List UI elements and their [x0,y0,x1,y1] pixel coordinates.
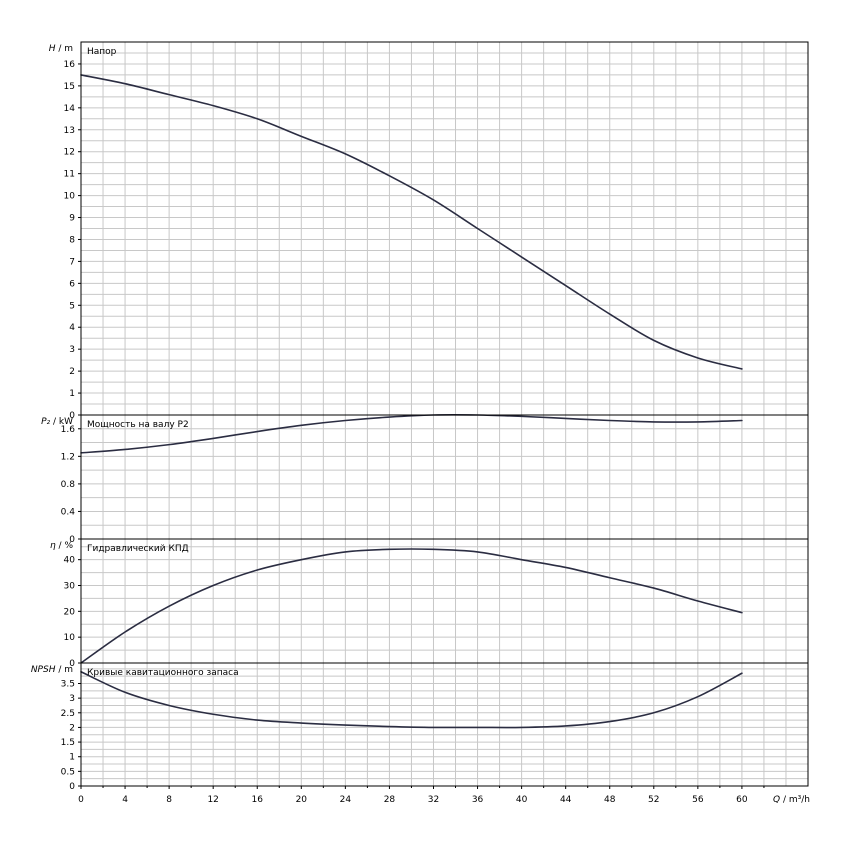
panel-title: Мощность на валу P2 [87,420,189,430]
x-tick-label: 0 [78,795,84,805]
y-tick-label: 30 [64,582,76,592]
y-tick-label: 2.5 [61,709,75,719]
x-tick-label: 16 [252,795,264,805]
y-axis-unit: / m [55,665,73,675]
x-tick-label: 32 [428,795,439,805]
head-curve [80,74,743,370]
npsh-curve [80,670,743,729]
y-axis-unit: / kW [50,417,73,427]
y-tick-label: 40 [64,556,76,566]
x-tick-label: 8 [166,795,172,805]
y-tick-label: 1.5 [61,738,75,748]
y-axis-symbol: P₂ [41,417,50,427]
x-tick-label: 12 [207,795,218,805]
y-tick-label: 3 [69,345,75,355]
y-tick-label: 2 [69,723,75,733]
y-tick-label: 1.6 [61,425,76,435]
y-tick-label: 9 [69,214,75,224]
y-axis-unit: / % [56,541,74,551]
y-tick-label: 0 [69,782,75,792]
x-tick-label: 4 [122,795,128,805]
y-tick-label: 0 [69,659,75,669]
y-tick-label: 6 [69,279,75,289]
x-tick-label: 24 [340,795,352,805]
efficiency-curve [80,548,743,664]
y-tick-label: 0.5 [61,767,75,777]
y-tick-label: 1 [69,753,75,763]
y-axis-symbol: NPSH [31,665,56,675]
y-axis-label: P₂ / kW [41,417,73,427]
y-axis-symbol: η [50,541,56,551]
x-tick-label: 48 [604,795,616,805]
y-tick-label: 0 [69,411,75,421]
panel-title: Кривые кавитационного запаса [87,668,239,678]
x-axis-symbol: Q [773,795,780,805]
power-curve [80,413,743,454]
y-tick-label: 3 [69,694,75,704]
y-tick-label: 1.2 [61,452,75,462]
y-tick-label: 10 [64,633,76,643]
y-axis-label: H / m [49,44,73,54]
y-tick-label: 5 [69,301,75,311]
x-tick-label: 20 [296,795,308,805]
y-tick-label: 0 [69,535,75,545]
x-axis-label: Q / m³/h [773,795,810,805]
y-axis-unit: / m [55,44,73,54]
y-tick-label: 14 [64,104,76,114]
y-axis-symbol: H [49,44,56,54]
panel-title: Напор [87,47,117,57]
y-tick-label: 16 [64,60,76,70]
y-tick-label: 15 [64,82,75,92]
y-tick-label: 3.5 [61,680,75,690]
y-tick-label: 13 [64,126,75,136]
panel-frames [78,41,809,789]
y-axis-label: NPSH / m [31,665,73,675]
y-tick-label: 7 [69,257,75,267]
y-tick-label: 20 [64,607,76,617]
y-tick-label: 11 [64,170,75,180]
x-tick-label: 56 [692,795,704,805]
panel-title: Гидравлический КПД [87,544,189,554]
y-tick-label: 0.8 [61,480,76,490]
y-tick-label: 4 [69,323,75,333]
x-tick-label: 60 [736,795,748,805]
y-tick-label: 8 [69,235,75,245]
y-tick-label: 1 [69,389,75,399]
x-tick-label: 36 [472,795,484,805]
y-tick-label: 10 [64,192,76,202]
x-tick-label: 44 [560,795,572,805]
y-tick-label: 2 [69,367,75,377]
y-tick-label: 0.4 [61,507,76,517]
grid-lines [81,42,808,786]
x-axis-unit: / m³/h [780,795,810,805]
curves [80,74,743,729]
x-tick-label: 40 [516,795,528,805]
y-axis-label: η / % [50,541,73,551]
x-tick-label: 28 [384,795,396,805]
y-tick-label: 12 [64,148,75,158]
x-tick-label: 52 [648,795,659,805]
plot-frame [80,41,809,787]
